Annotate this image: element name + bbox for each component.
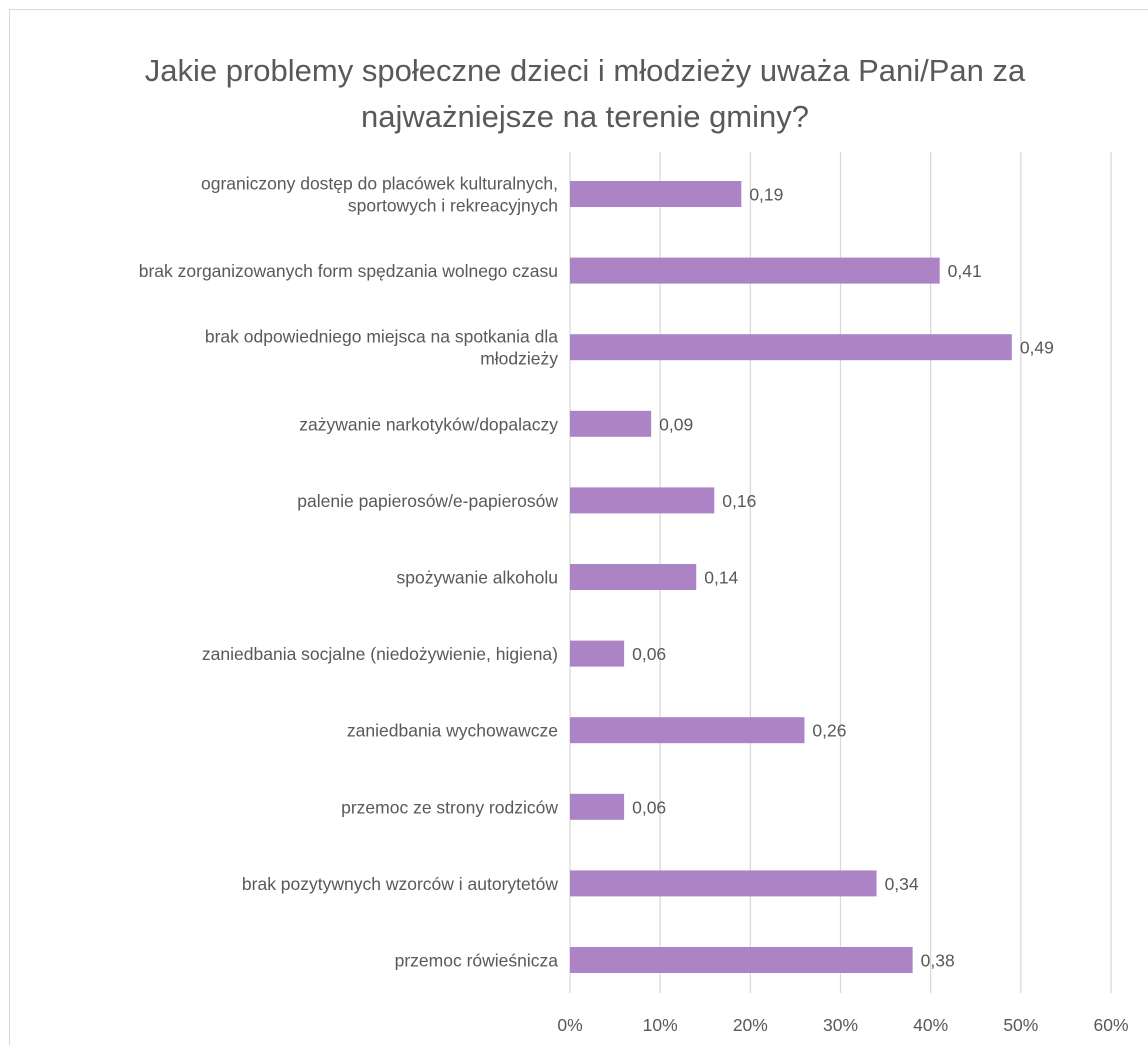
bar bbox=[570, 793, 625, 820]
x-tick-label: 40% bbox=[913, 1015, 948, 1035]
category-label: przemoc rówieśnicza bbox=[395, 951, 559, 971]
category-label: brak odpowiedniego miejsca na spotkania … bbox=[205, 327, 558, 369]
bar bbox=[570, 257, 940, 284]
x-tick-label: 60% bbox=[1093, 1015, 1128, 1035]
bar bbox=[570, 717, 805, 744]
bar bbox=[570, 410, 652, 437]
category-label: zaniedbania socjalne (niedożywienie, hig… bbox=[202, 644, 558, 664]
data-label: 0,34 bbox=[885, 874, 919, 894]
data-label: 0,41 bbox=[948, 261, 982, 281]
data-label: 0,09 bbox=[659, 414, 693, 434]
data-label: 0,14 bbox=[704, 568, 738, 588]
category-label: zaniedbania wychowawcze bbox=[347, 721, 558, 741]
data-label: 0,16 bbox=[722, 491, 756, 511]
data-label: 0,06 bbox=[632, 797, 666, 817]
chart-title: Jakie problemy społeczne dzieci i młodzi… bbox=[144, 53, 1026, 134]
data-label: 0,38 bbox=[921, 951, 955, 971]
bar bbox=[570, 640, 625, 667]
category-label: ograniczony dostęp do placówek kulturaln… bbox=[201, 174, 558, 216]
category-label: zażywanie narkotyków/dopalaczy bbox=[299, 414, 558, 434]
bar bbox=[570, 564, 697, 590]
category-label: brak zorganizowanych form spędzania woln… bbox=[139, 261, 558, 281]
data-label: 0,49 bbox=[1020, 338, 1054, 358]
x-tick-label: 30% bbox=[823, 1015, 858, 1035]
bar bbox=[570, 487, 715, 514]
data-label: 0,19 bbox=[749, 185, 783, 205]
bar bbox=[570, 870, 877, 897]
x-tick-label: 20% bbox=[733, 1015, 768, 1035]
bar bbox=[570, 947, 913, 973]
category-label: brak pozytywnych wzorców i autorytetów bbox=[242, 874, 558, 894]
bar bbox=[570, 181, 742, 207]
x-tick-label: 10% bbox=[643, 1015, 678, 1035]
x-tick-label: 0% bbox=[557, 1015, 582, 1035]
category-label: palenie papierosów/e-papierosów bbox=[297, 491, 558, 511]
category-label: przemoc ze strony rodziców bbox=[341, 797, 558, 817]
data-label: 0,06 bbox=[632, 644, 666, 664]
x-tick-label: 50% bbox=[1003, 1015, 1038, 1035]
bar bbox=[570, 334, 1012, 361]
category-label: spożywanie alkoholu bbox=[397, 568, 559, 588]
data-label: 0,26 bbox=[812, 721, 846, 741]
